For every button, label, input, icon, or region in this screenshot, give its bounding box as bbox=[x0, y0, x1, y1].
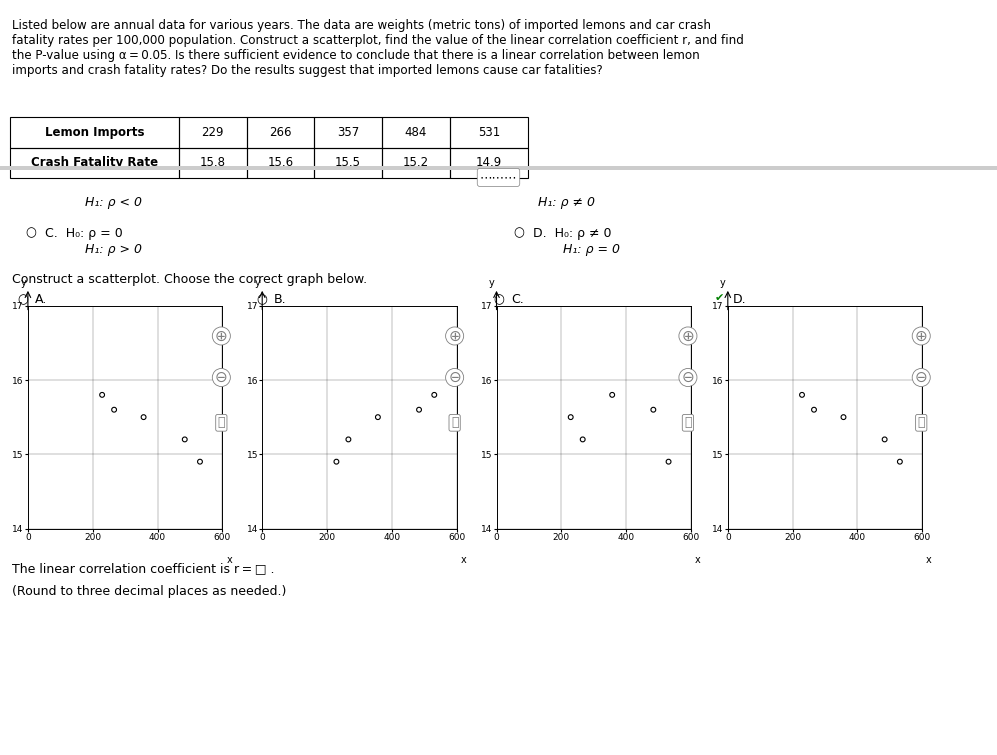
Bar bbox=[382, 148, 450, 178]
Text: 357: 357 bbox=[337, 126, 359, 139]
Text: imports and crash fatality rates? Do the results suggest that imported lemons ca: imports and crash fatality rates? Do the… bbox=[12, 64, 603, 77]
Bar bbox=[314, 148, 382, 178]
Text: x: x bbox=[926, 555, 932, 565]
Text: ⧉: ⧉ bbox=[917, 416, 925, 430]
Point bbox=[411, 404, 427, 416]
Text: H₁: ρ = 0: H₁: ρ = 0 bbox=[563, 243, 620, 256]
Text: ⊖: ⊖ bbox=[215, 370, 227, 385]
Text: The linear correlation coefficient is r = □ .: The linear correlation coefficient is r … bbox=[12, 562, 274, 575]
Text: 229: 229 bbox=[201, 126, 224, 139]
Point bbox=[794, 389, 810, 401]
Bar bbox=[450, 117, 528, 148]
Point bbox=[340, 433, 356, 445]
Text: 531: 531 bbox=[478, 126, 500, 139]
Text: C.: C. bbox=[511, 293, 524, 306]
Text: B.: B. bbox=[274, 293, 287, 306]
Text: ○: ○ bbox=[25, 226, 36, 239]
Text: Construct a scatterplot. Choose the correct graph below.: Construct a scatterplot. Choose the corr… bbox=[12, 273, 367, 286]
Text: ⊕: ⊕ bbox=[915, 328, 927, 344]
Bar bbox=[179, 148, 246, 178]
Text: ⧉: ⧉ bbox=[684, 416, 692, 430]
Text: ○: ○ bbox=[256, 293, 267, 306]
Text: (Round to three decimal places as needed.): (Round to three decimal places as needed… bbox=[12, 585, 286, 598]
Text: 15.6: 15.6 bbox=[267, 156, 293, 169]
Text: ⊖: ⊖ bbox=[449, 370, 461, 385]
Text: fatality rates per 100,000 population. Construct a scatterplot, find the value o: fatality rates per 100,000 population. C… bbox=[12, 34, 744, 47]
Text: C.  H₀: ρ = 0: C. H₀: ρ = 0 bbox=[45, 226, 123, 239]
Point bbox=[892, 455, 908, 467]
Point bbox=[370, 411, 386, 423]
Text: 15.2: 15.2 bbox=[403, 156, 429, 169]
Point bbox=[645, 404, 661, 416]
Text: 484: 484 bbox=[405, 126, 427, 139]
Text: ⊖: ⊖ bbox=[915, 370, 927, 385]
Point bbox=[427, 389, 443, 401]
Text: D.  H₀: ρ ≠ 0: D. H₀: ρ ≠ 0 bbox=[533, 226, 612, 239]
Text: ○: ○ bbox=[17, 293, 28, 306]
Text: 14.9: 14.9 bbox=[476, 156, 502, 169]
Text: 266: 266 bbox=[269, 126, 292, 139]
Text: ⊕: ⊕ bbox=[449, 328, 461, 344]
Text: y: y bbox=[254, 278, 260, 288]
Point bbox=[192, 455, 208, 467]
Text: D.: D. bbox=[733, 293, 747, 306]
Bar bbox=[314, 117, 382, 148]
Point bbox=[806, 404, 822, 416]
Bar bbox=[246, 117, 314, 148]
Text: ○: ○ bbox=[513, 226, 524, 239]
Bar bbox=[10, 117, 179, 148]
Text: Lemon Imports: Lemon Imports bbox=[45, 126, 145, 139]
Text: ✔: ✔ bbox=[715, 293, 724, 303]
Point bbox=[94, 389, 110, 401]
Text: x: x bbox=[226, 555, 232, 565]
Text: y: y bbox=[20, 278, 26, 288]
Text: ⊕: ⊕ bbox=[682, 328, 694, 344]
Text: H₁: ρ ≠ 0: H₁: ρ ≠ 0 bbox=[538, 196, 595, 209]
Text: x: x bbox=[461, 555, 467, 565]
Text: ⧉: ⧉ bbox=[217, 416, 225, 430]
Text: ⊕: ⊕ bbox=[215, 328, 227, 344]
Text: y: y bbox=[489, 278, 495, 288]
Point bbox=[574, 433, 590, 445]
Bar bbox=[10, 148, 179, 178]
Bar bbox=[450, 148, 528, 178]
Text: ⋯⋯⋯: ⋯⋯⋯ bbox=[480, 171, 517, 184]
Bar bbox=[246, 148, 314, 178]
Text: H₁: ρ > 0: H₁: ρ > 0 bbox=[85, 243, 142, 256]
Text: the P-value using α = 0.05. Is there sufficient evidence to conclude that there : the P-value using α = 0.05. Is there suf… bbox=[12, 49, 700, 62]
Text: ⊖: ⊖ bbox=[682, 370, 694, 385]
Text: H₁: ρ < 0: H₁: ρ < 0 bbox=[85, 196, 142, 209]
Point bbox=[328, 455, 344, 467]
Text: 15.8: 15.8 bbox=[199, 156, 226, 169]
Point bbox=[176, 433, 192, 445]
Point bbox=[562, 411, 578, 423]
Point bbox=[876, 433, 892, 445]
Text: Listed below are annual data for various years. The data are weights (metric ton: Listed below are annual data for various… bbox=[12, 19, 711, 32]
Point bbox=[835, 411, 851, 423]
Bar bbox=[179, 117, 246, 148]
Point bbox=[604, 389, 620, 401]
Text: A.: A. bbox=[35, 293, 47, 306]
Text: ○: ○ bbox=[494, 293, 504, 306]
Text: x: x bbox=[695, 555, 701, 565]
Bar bbox=[382, 117, 450, 148]
Text: 15.5: 15.5 bbox=[335, 156, 361, 169]
Text: y: y bbox=[720, 278, 726, 288]
Point bbox=[661, 455, 677, 467]
Point bbox=[136, 411, 152, 423]
Text: ⧉: ⧉ bbox=[451, 416, 459, 430]
Text: Crash Fatality Rate: Crash Fatality Rate bbox=[31, 156, 159, 169]
Point bbox=[106, 404, 122, 416]
